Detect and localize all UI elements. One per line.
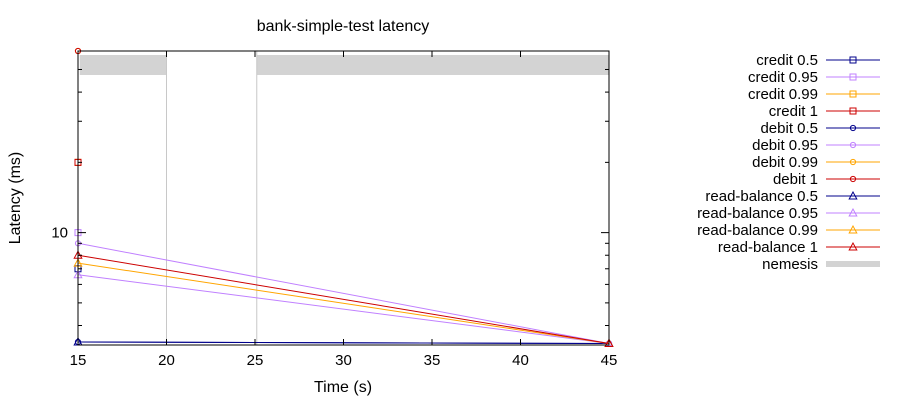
legend-label: credit 0.5 [756, 52, 818, 69]
legend-entry: read-balance 0.5 [705, 188, 880, 205]
series-read-balance-0-95 [73, 269, 614, 347]
y-axis-label: Latency (ms) [7, 152, 24, 244]
x-tick-label: 25 [247, 352, 264, 369]
legend-marker [848, 207, 858, 217]
legend-label: credit 0.99 [748, 86, 818, 103]
legend-marker [849, 73, 857, 81]
x-tick-label: 35 [424, 352, 441, 369]
legend-marker [849, 124, 857, 132]
x-tick-label: 15 [70, 352, 87, 369]
chart-title: bank-simple-test latency [257, 18, 430, 35]
legend-marker [849, 56, 857, 64]
legend-entry: nemesis [762, 256, 880, 273]
legend-marker [849, 141, 857, 149]
x-tick-label: 30 [335, 352, 352, 369]
series-line [77, 242, 610, 344]
legend-label: read-balance 0.5 [705, 188, 818, 205]
legend-marker [848, 224, 858, 234]
legend-marker [849, 158, 857, 166]
data-point [604, 338, 614, 347]
x-tick-label: 40 [512, 352, 529, 369]
nemesis-band [79, 55, 167, 75]
legend-label: credit 1 [769, 103, 818, 120]
y-tick-label: 10 [51, 225, 68, 242]
legend-marker [849, 90, 857, 98]
series-line [77, 274, 610, 344]
x-tick-label: 20 [158, 352, 175, 369]
x-axis: 15 20 25 30 35 40 45 [70, 51, 618, 369]
nemesis-band [256, 55, 609, 75]
y-axis: 10 [51, 68, 609, 327]
legend-entry: debit 1 [773, 171, 880, 188]
legend-label: read-balance 0.95 [697, 205, 818, 222]
legend-label: debit 0.5 [760, 120, 818, 137]
legend-swatch [826, 261, 880, 267]
legend-marker [848, 241, 858, 251]
legend-label: nemesis [762, 256, 818, 273]
legend-label: debit 1 [773, 171, 818, 188]
x-tick-label: 45 [601, 352, 618, 369]
series-line [77, 254, 610, 344]
x-axis-label: Time (s) [314, 379, 372, 396]
legend-marker [849, 175, 857, 183]
legend-entry: credit 1 [769, 103, 880, 120]
legend-label: debit 0.95 [752, 137, 818, 154]
legend-entry: read-balance 1 [718, 239, 880, 256]
legend-entry: credit 0.95 [748, 69, 880, 86]
nemesis-layer [79, 51, 609, 345]
legend-entry: debit 0.99 [752, 154, 880, 171]
legend-entry: read-balance 0.95 [697, 205, 880, 222]
legend-marker [849, 107, 857, 115]
legend-entry: read-balance 0.99 [697, 222, 880, 239]
plot-frame [77, 50, 610, 346]
legend-entry: debit 0.5 [760, 120, 880, 137]
legend-label: read-balance 1 [718, 239, 818, 256]
legend-label: credit 0.95 [748, 69, 818, 86]
series-layer [73, 47, 614, 347]
legend-label: debit 0.99 [752, 154, 818, 171]
series-line [77, 262, 610, 344]
legend-label: read-balance 0.99 [697, 222, 818, 239]
legend-entry: credit 0.99 [748, 86, 880, 103]
legend-entry: debit 0.95 [752, 137, 880, 154]
legend-marker [848, 190, 858, 200]
legend-entry: credit 0.5 [756, 52, 880, 69]
